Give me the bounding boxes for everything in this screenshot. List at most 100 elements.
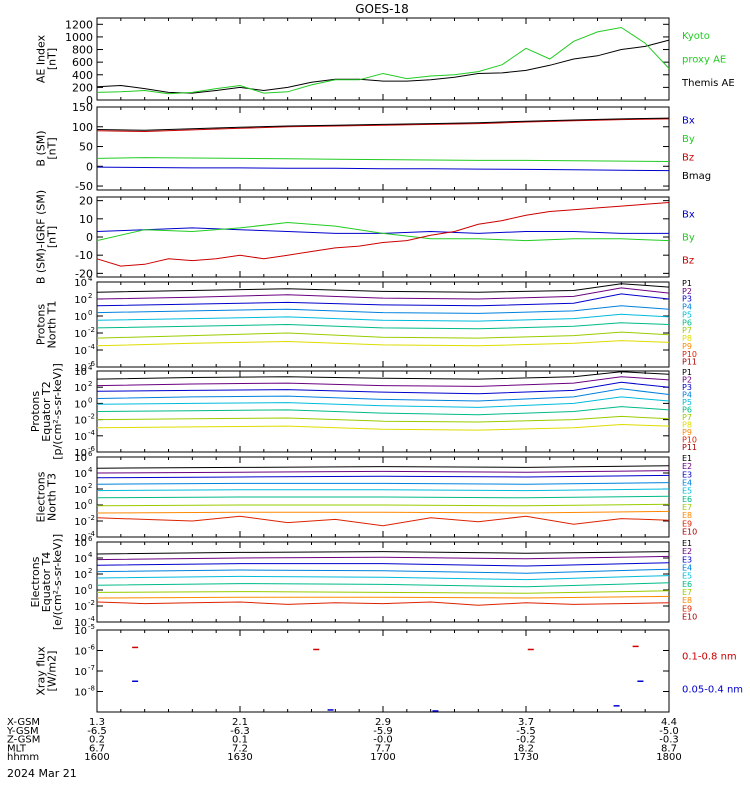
series-line-bx bbox=[96, 166, 670, 172]
y-tick-label: -10 bbox=[75, 249, 93, 262]
y-tick-label: 10 bbox=[74, 618, 87, 629]
y-tick-label: 10 bbox=[74, 626, 87, 637]
legend-entry: P5 bbox=[682, 310, 692, 319]
panel-frame bbox=[96, 541, 670, 623]
series-line-p6 bbox=[96, 322, 670, 330]
orbit-row-value: -5.9 bbox=[373, 726, 393, 737]
series-line-kyoto-proxy-ae bbox=[96, 26, 670, 95]
legend-entry: P8 bbox=[682, 334, 692, 343]
series-line-p2 bbox=[96, 287, 670, 300]
y-tick-exponent: -6 bbox=[88, 360, 96, 368]
legend-entry: E2 bbox=[682, 547, 692, 556]
series-line-by bbox=[96, 221, 670, 242]
orbit-row-value: -5.5 bbox=[516, 726, 536, 737]
orbit-row-value: 7.2 bbox=[232, 743, 248, 754]
y-tick-label: 10 bbox=[74, 416, 87, 427]
orbit-row-value: 1600 bbox=[84, 752, 109, 763]
y-tick-label: 10 bbox=[74, 363, 87, 374]
legend-entry: E3 bbox=[682, 470, 692, 479]
y-axis-label: North T3 bbox=[46, 473, 59, 521]
series-line-p4 bbox=[96, 388, 670, 402]
legend-entry: Kyoto bbox=[682, 31, 710, 42]
y-tick-label: 10 bbox=[74, 448, 87, 459]
series-line-e8 bbox=[96, 595, 670, 599]
y-tick-exponent: -4 bbox=[88, 615, 96, 623]
y-tick-exponent: -2 bbox=[88, 326, 95, 334]
y-tick-exponent: -7 bbox=[88, 664, 95, 672]
y-tick-label: 10 bbox=[74, 554, 87, 565]
y-tick-label: 50 bbox=[79, 141, 93, 154]
legend-entry: P10 bbox=[682, 436, 697, 445]
y-axis-label: [nT] bbox=[46, 226, 59, 248]
series-line-p1 bbox=[96, 283, 670, 293]
orbit-row-value: 1.3 bbox=[89, 717, 105, 728]
orbit-row-value: 2.9 bbox=[375, 717, 391, 728]
series-line-e1 bbox=[96, 465, 670, 469]
series-line-e8 bbox=[96, 510, 670, 514]
y-tick-label: 600 bbox=[72, 56, 93, 69]
legend-entry: E4 bbox=[682, 478, 692, 487]
y-tick-exponent: -8 bbox=[88, 685, 95, 693]
legend-entry: E8 bbox=[682, 596, 692, 605]
y-tick-label: 10 bbox=[74, 346, 87, 357]
series-line-p1 bbox=[96, 371, 670, 380]
legend-entry: E2 bbox=[682, 462, 692, 471]
orbit-row-value: 1630 bbox=[227, 752, 252, 763]
legend-entry: E3 bbox=[682, 555, 692, 564]
y-tick-exponent: -4 bbox=[88, 429, 96, 437]
orbit-row-value: 2.1 bbox=[232, 717, 248, 728]
y-tick-label: 150 bbox=[72, 101, 93, 114]
y-tick-label: 10 bbox=[74, 570, 87, 581]
legend-entry: P11 bbox=[682, 443, 697, 452]
series-line-bz bbox=[96, 202, 670, 267]
legend-entry: E1 bbox=[682, 539, 692, 548]
orbit-row-value: 7.7 bbox=[375, 743, 391, 754]
y-tick-exponent: 2 bbox=[88, 482, 92, 490]
series-line-p4 bbox=[96, 305, 670, 314]
series-line-themis-ae bbox=[96, 39, 670, 94]
y-axis-label: Electrons bbox=[29, 556, 42, 607]
series-line-e6 bbox=[96, 582, 670, 588]
orbit-row-value: -5.0 bbox=[659, 726, 679, 737]
y-axis-label: Equator T4 bbox=[40, 552, 53, 612]
legend-entry: E6 bbox=[682, 580, 692, 589]
y-axis-label: [nT] bbox=[46, 48, 59, 70]
series-line-p3 bbox=[96, 381, 670, 395]
legend-entry: P6 bbox=[682, 406, 692, 415]
legend-entry: E7 bbox=[682, 503, 692, 512]
y-tick-label: 10 bbox=[74, 501, 87, 512]
y-tick-label: 1000 bbox=[65, 31, 93, 44]
series-line-e2 bbox=[96, 555, 670, 561]
y-tick-exponent: 2 bbox=[88, 567, 92, 575]
y-tick-label: 10 bbox=[74, 688, 87, 699]
y-tick-label: 10 bbox=[74, 667, 87, 678]
legend-entry: P10 bbox=[682, 350, 697, 359]
panel-frame bbox=[96, 17, 670, 101]
legend-entry: P1 bbox=[682, 279, 692, 288]
y-tick-exponent: 0 bbox=[88, 498, 92, 506]
legend-entry: 0.1-0.8 nm bbox=[682, 652, 737, 663]
y-tick-exponent: 4 bbox=[88, 275, 93, 283]
legend-entry: Bz bbox=[682, 152, 694, 163]
legend-entry: P4 bbox=[682, 303, 692, 312]
orbit-row-label: MLT bbox=[7, 743, 27, 754]
y-tick-label: 20 bbox=[79, 195, 93, 208]
legend-entry: Bmag bbox=[682, 171, 711, 182]
y-tick-exponent: -6 bbox=[88, 445, 96, 453]
y-tick-label: 10 bbox=[74, 278, 87, 289]
y-tick-label: 10 bbox=[74, 469, 87, 480]
y-tick-exponent: 4 bbox=[88, 466, 93, 474]
orbit-row-value: 3.7 bbox=[518, 717, 534, 728]
y-axis-label: Xray flux bbox=[35, 646, 48, 696]
orbit-row-label: hhmm bbox=[7, 752, 39, 763]
y-axis-label: AE Index bbox=[35, 34, 48, 83]
series-line-p8 bbox=[96, 423, 670, 431]
orbit-row-value: 1800 bbox=[656, 752, 681, 763]
series-line-p2 bbox=[96, 376, 670, 387]
y-tick-exponent: 6 bbox=[88, 450, 93, 458]
orbit-row-value: -0.3 bbox=[659, 735, 679, 746]
y-tick-label: 10 bbox=[74, 329, 87, 340]
y-tick-label: 10 bbox=[74, 538, 87, 549]
y-tick-exponent: -2 bbox=[88, 413, 95, 421]
